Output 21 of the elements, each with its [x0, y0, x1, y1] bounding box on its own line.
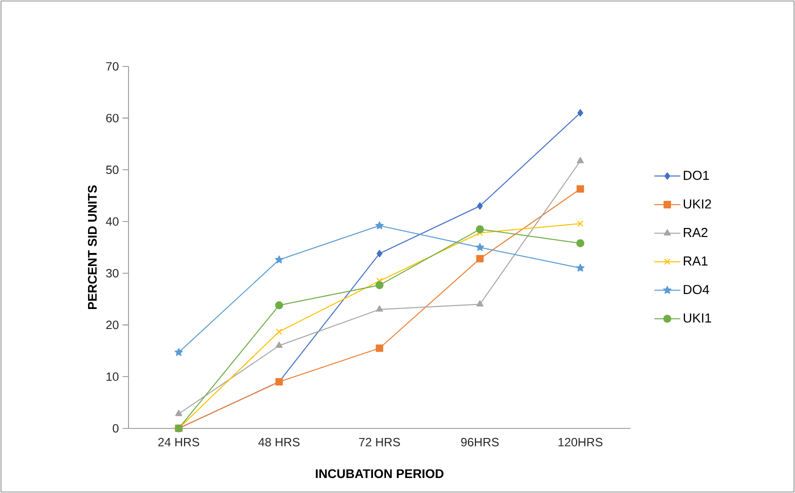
- legend-label: RA1: [684, 256, 708, 266]
- x-tick-label: 24 HRS: [158, 438, 200, 446]
- x-tick-label: 72 HRS: [359, 438, 400, 446]
- legend-label: DO4: [684, 284, 710, 294]
- y-tick-label: 20: [106, 320, 119, 330]
- y-tick-label: 30: [106, 268, 119, 278]
- y-tick-label: 60: [106, 114, 119, 122]
- y-tick-label: 0: [112, 424, 119, 433]
- legend-label: DO1: [684, 170, 709, 180]
- x-tick-label: 96HRS: [461, 438, 499, 446]
- x-axis-title: INCUBATION PERIOD: [316, 469, 444, 478]
- legend-label: UKI1: [684, 314, 712, 323]
- y-tick-label: 40: [106, 217, 119, 226]
- y-tick-label: 70: [106, 62, 119, 71]
- y-tick-label: 50: [106, 166, 119, 174]
- x-tick-label: 120HRS: [558, 438, 602, 446]
- y-tick-label: 10: [106, 372, 119, 381]
- y-axis-title: PERCENT SID UNITS: [88, 185, 97, 310]
- legend-label: UKI2: [684, 199, 712, 209]
- legend-label: RA2: [684, 228, 708, 237]
- x-tick-label: 48 HRS: [258, 438, 300, 446]
